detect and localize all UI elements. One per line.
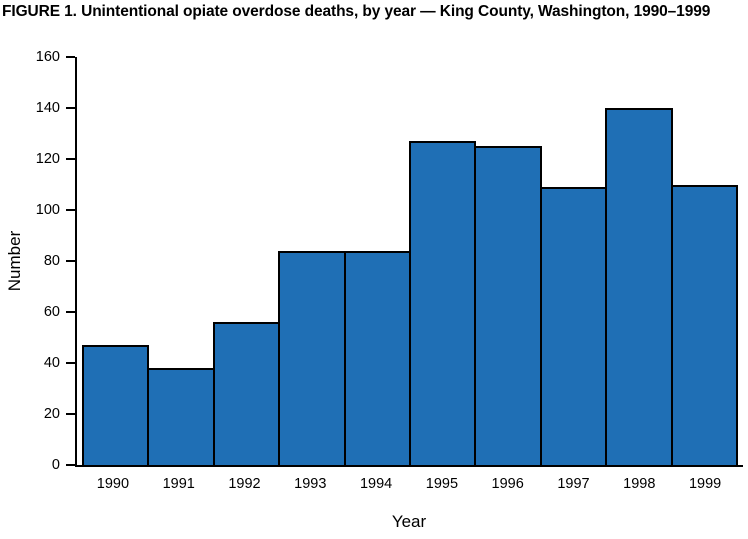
y-tick-mark [66, 56, 75, 58]
x-tick-label: 1995 [425, 476, 459, 492]
bar-1997 [539, 187, 608, 465]
y-tick-label: 140 [35, 100, 60, 116]
y-tick-label: 80 [43, 253, 60, 269]
x-tick-label: 1990 [96, 476, 130, 492]
x-axis-label: Year [391, 512, 427, 531]
x-tick-label: 1992 [228, 476, 261, 492]
bar-1999 [670, 184, 739, 465]
y-tick-label: 40 [43, 355, 60, 371]
plot-area [75, 57, 743, 467]
bar-1993 [278, 250, 346, 465]
x-tick-label: 1999 [688, 476, 722, 492]
y-tick-mark [66, 158, 75, 160]
y-tick-label: 0 [51, 457, 60, 473]
y-tick-mark [66, 107, 75, 109]
x-tick-label: 1993 [294, 476, 327, 492]
bar-1992 [212, 322, 281, 465]
bar-series [82, 57, 739, 465]
y-tick-label: 120 [35, 151, 60, 167]
y-tick-label: 160 [35, 49, 60, 65]
bar-1990 [82, 345, 150, 465]
bar-1991 [147, 368, 215, 465]
bar-1998 [605, 108, 673, 465]
bar-1996 [474, 146, 542, 465]
y-tick-mark [66, 260, 75, 262]
bar-1994 [343, 250, 412, 465]
x-axis-ticks: 1990 1991 1992 1993 1994 1995 1996 1997 1998 1999 [80, 476, 738, 492]
y-tick-mark [66, 209, 75, 211]
y-tick-label: 60 [43, 304, 60, 320]
bar-1995 [409, 141, 477, 465]
y-tick-mark [66, 413, 75, 415]
chart-title: FIGURE 1. Unintentional opiate overdose … [2, 3, 711, 20]
x-tick-label: 1996 [491, 476, 524, 492]
x-tick-label: 1998 [623, 476, 656, 492]
y-tick-mark [66, 464, 75, 466]
y-tick-label: 20 [43, 406, 60, 422]
y-tick-label: 100 [35, 202, 60, 218]
x-tick-label: 1991 [162, 476, 195, 492]
x-tick-label: 1994 [359, 476, 393, 492]
y-tick-mark [66, 311, 75, 313]
y-tick-mark [66, 362, 75, 364]
y-axis-ticks: 0 20 40 60 80 100 120 140 160 [0, 49, 75, 473]
x-tick-label: 1997 [557, 476, 590, 492]
